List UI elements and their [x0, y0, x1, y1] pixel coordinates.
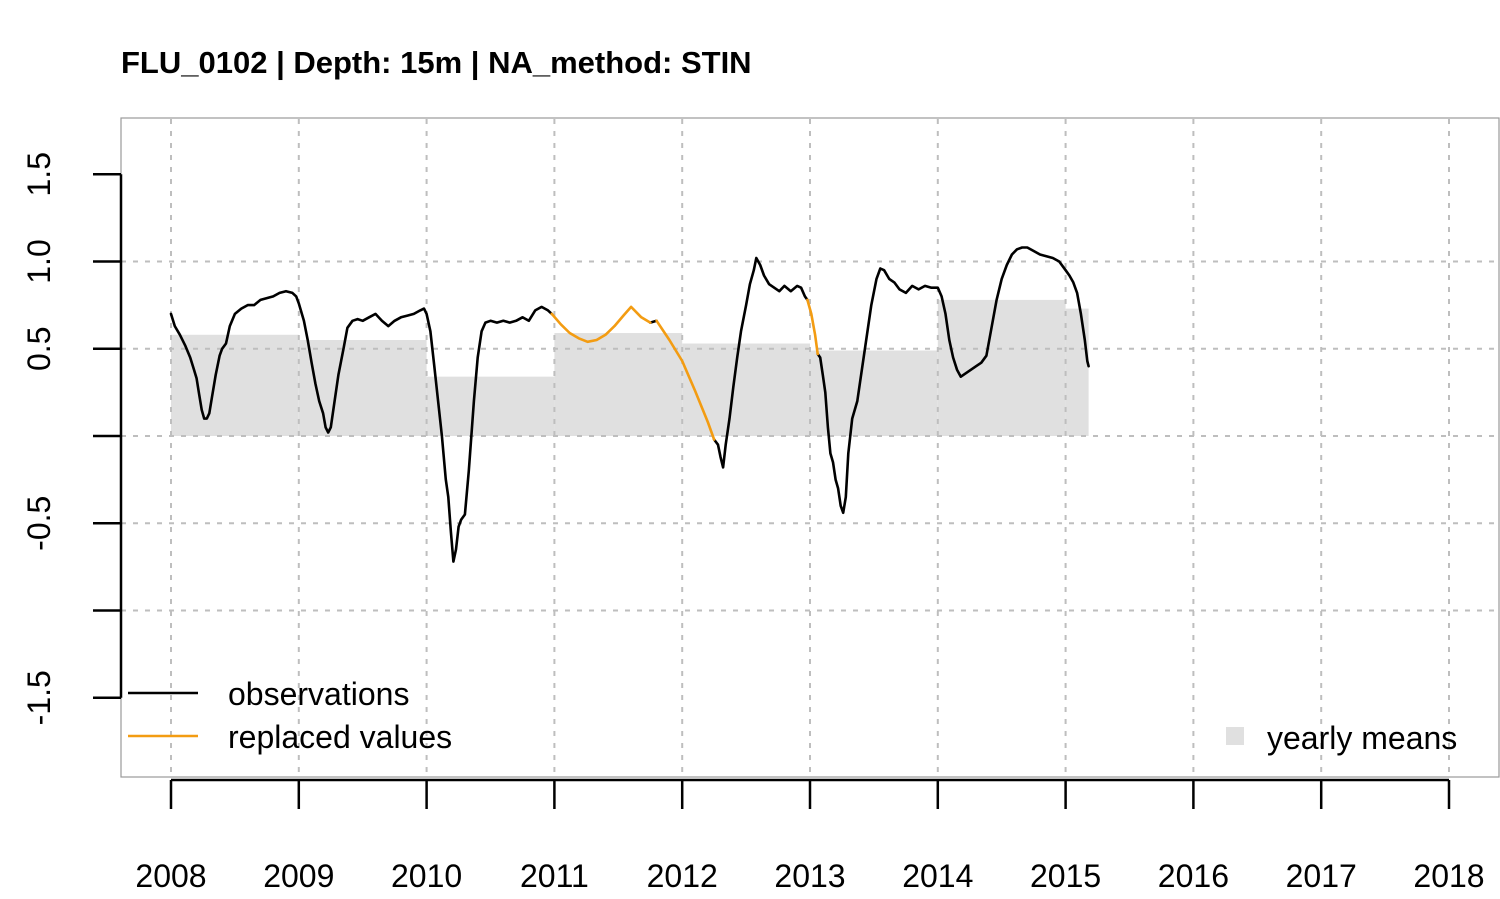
x-tick-label: 2010 — [391, 858, 462, 894]
series-lines — [169, 246, 1090, 563]
yearly-mean-bar — [937, 299, 1066, 436]
grid-lines — [121, 119, 1499, 776]
yearly-mean-bar — [171, 334, 299, 436]
x-tick-label: 2015 — [1030, 858, 1101, 894]
replaced-values-line — [806, 298, 819, 356]
y-tick-label: 0.5 — [21, 327, 57, 371]
yearly-mean-bar — [810, 350, 938, 436]
replaced-values-line — [550, 305, 652, 344]
observations-line — [712, 256, 809, 469]
legend-label: replaced values — [228, 719, 452, 755]
legend-swatch-yearly-means — [1226, 727, 1244, 745]
observations-line — [169, 289, 554, 563]
observations-line — [816, 246, 1090, 515]
yearly-mean-bar — [554, 333, 683, 436]
legend-label: observations — [228, 676, 409, 712]
x-tick-label: 2016 — [1158, 858, 1229, 894]
y-tick-label: -1.5 — [21, 670, 57, 725]
y-tick-label: 1.0 — [21, 239, 57, 283]
x-tick-label: 2009 — [263, 858, 334, 894]
x-axis: 2008 2009 2010 2011 2012 2013 2014 2015 2016 2017… — [135, 778, 1485, 894]
y-tick-label: -0.5 — [21, 496, 57, 551]
yearly-mean-bars — [171, 299, 1089, 436]
y-axis: -1.5 -0.5 0.5 1.0 1.5 — [21, 152, 123, 725]
replaced-values-line — [655, 319, 716, 441]
x-tick-label: 2013 — [774, 858, 845, 894]
x-tick-label: 2017 — [1286, 858, 1357, 894]
y-tick-label: 1.5 — [21, 152, 57, 196]
x-tick-label: 2018 — [1413, 858, 1484, 894]
yearly-mean-bar — [298, 340, 427, 436]
x-tick-label: 2014 — [902, 858, 973, 894]
yearly-mean-bar — [1065, 308, 1089, 436]
yearly-mean-bar — [682, 343, 810, 436]
chart-title: FLU_0102 | Depth: 15m | NA_method: STIN — [121, 45, 752, 80]
legend-label: yearly means — [1267, 720, 1457, 756]
x-tick-label: 2011 — [520, 858, 589, 894]
x-tick-label: 2008 — [135, 858, 206, 894]
legend: observations replaced values yearly means — [128, 676, 1457, 756]
x-tick-label: 2012 — [647, 858, 718, 894]
yearly-mean-bar — [426, 376, 555, 436]
